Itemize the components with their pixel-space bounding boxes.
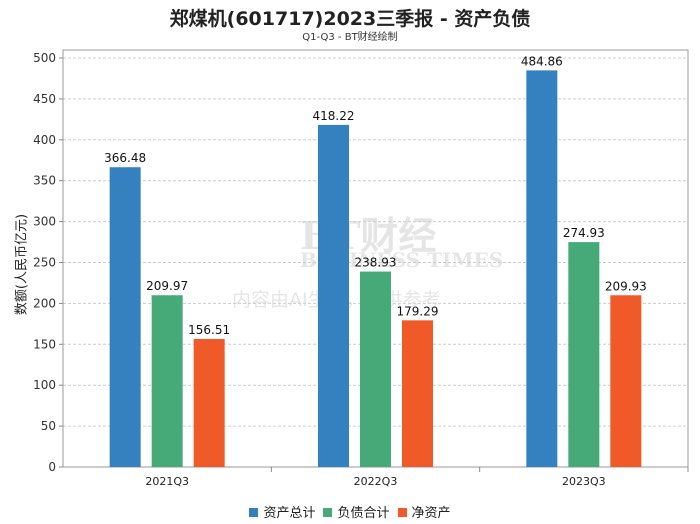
legend-swatch [397,508,407,517]
chart-title: 郑煤机(601717)2023三季报 - 资产负债 [169,8,531,30]
legend-swatch [249,508,259,517]
data-label: 209.97 [146,279,188,293]
y-tick-label: 0 [48,460,56,474]
bar [402,320,433,467]
y-tick-label: 300 [33,215,56,229]
y-tick-label: 250 [33,256,56,270]
data-label: 179.29 [397,304,439,318]
x-tick-label: 2023Q3 [562,475,606,488]
data-label: 156.51 [188,323,230,337]
y-tick-label: 350 [33,174,56,188]
data-label: 274.93 [563,226,605,240]
bar [568,242,600,467]
data-label: 418.22 [313,109,355,123]
legend-label: 净资产 [411,506,451,521]
y-tick-label: 150 [33,337,56,351]
y-tick-label: 200 [33,296,56,310]
y-tick-label: 50 [41,419,56,433]
legend-label: 资产总计 [263,506,316,521]
data-label: 366.48 [104,151,146,165]
data-label: 238.93 [355,256,397,270]
y-tick-label: 100 [33,378,56,392]
legend-label: 负债合计 [337,506,390,521]
legend-item[interactable]: 负债合计 [323,502,390,521]
data-label: 484.86 [521,54,563,68]
data-label: 209.93 [605,279,647,293]
legend-item[interactable]: 净资产 [397,502,451,521]
legend: 资产总计 负债合计 净资产 [0,502,700,521]
y-tick-label: 500 [33,51,56,65]
bar [193,338,225,467]
y-tick-label: 400 [33,133,56,147]
x-tick-label: 2021Q3 [145,475,189,488]
bar [526,70,558,467]
bar [610,295,642,467]
chart-subtitle: Q1-Q3 - BT财经绘制 [302,32,398,43]
bar [151,295,183,467]
y-tick-label: 450 [33,92,56,106]
legend-swatch [323,508,333,517]
bar [109,167,141,467]
bar [360,271,391,467]
legend-item[interactable]: 资产总计 [249,502,315,521]
x-tick-label: 2022Q3 [354,475,398,488]
bar [318,124,349,467]
